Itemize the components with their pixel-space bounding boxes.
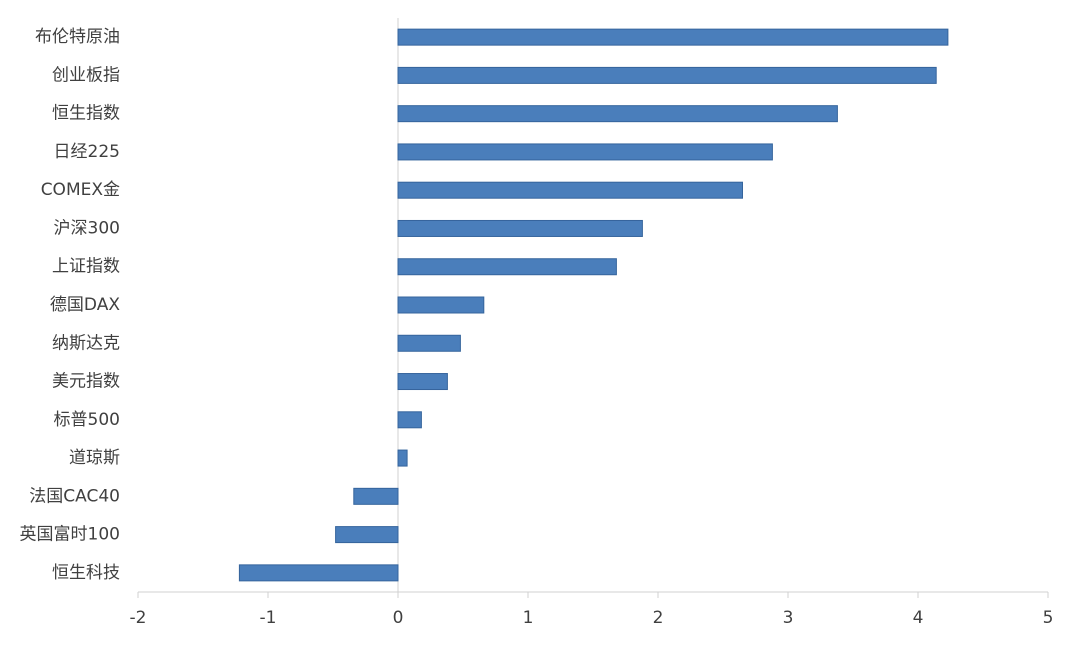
bar xyxy=(397,334,461,352)
y-tick-label: 美元指数 xyxy=(52,372,120,392)
y-tick-label: 上证指数 xyxy=(52,257,120,277)
y-tick-label: 创业板指 xyxy=(52,65,120,85)
bar xyxy=(397,258,617,276)
bar xyxy=(397,449,408,467)
y-tick-label: 英国富时100 xyxy=(20,525,120,545)
y-tick-label: 日经225 xyxy=(54,142,120,162)
bar xyxy=(238,564,399,582)
x-tick-label: 2 xyxy=(653,608,664,628)
x-tick-label: 5 xyxy=(1043,608,1054,628)
y-tick-label: 恒生科技 xyxy=(52,563,120,583)
bar xyxy=(397,296,485,314)
x-tick-label: -2 xyxy=(130,608,147,628)
y-tick-label: 布伦特原油 xyxy=(35,27,120,47)
bar xyxy=(335,526,399,544)
bar xyxy=(397,105,838,123)
bar xyxy=(397,219,643,237)
y-tick-label: 恒生指数 xyxy=(52,104,120,124)
y-tick-label: 法国CAC40 xyxy=(29,486,120,506)
bar xyxy=(397,28,949,46)
y-tick-label: 纳斯达克 xyxy=(52,333,120,353)
bar xyxy=(353,487,399,505)
x-tick-label: 0 xyxy=(393,608,404,628)
bar xyxy=(397,181,743,199)
y-tick-label: COMEX金 xyxy=(41,180,120,200)
x-tick-label: 4 xyxy=(913,608,924,628)
bar xyxy=(397,411,422,429)
bar xyxy=(397,66,937,84)
y-tick-label: 沪深300 xyxy=(54,218,120,238)
x-tick-label: -1 xyxy=(260,608,277,628)
x-tick-label: 3 xyxy=(783,608,794,628)
x-tick-label: 1 xyxy=(523,608,534,628)
bar xyxy=(397,143,773,161)
bar xyxy=(397,373,448,391)
y-tick-label: 标普500 xyxy=(54,410,120,430)
y-tick-label: 道琼斯 xyxy=(69,448,120,468)
y-tick-label: 德国DAX xyxy=(50,295,120,315)
